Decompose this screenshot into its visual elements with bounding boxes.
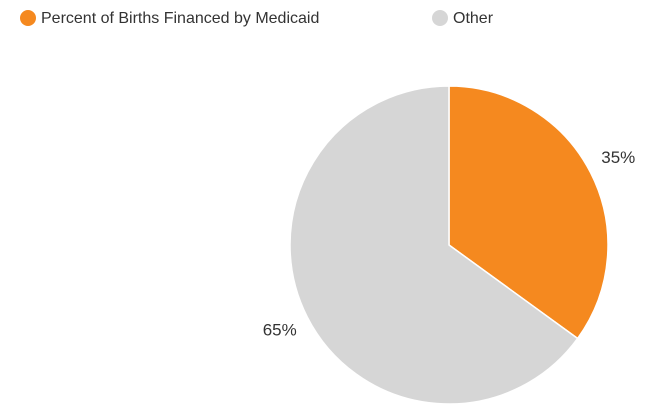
pie-slice bbox=[289, 85, 579, 405]
legend-marker bbox=[20, 10, 36, 26]
pie-slice bbox=[448, 85, 609, 340]
legend-marker bbox=[432, 10, 448, 26]
data-label: 35% bbox=[601, 148, 635, 167]
legend-label: Other bbox=[453, 10, 494, 27]
data-label: 65% bbox=[263, 321, 297, 340]
legend-label: Percent of Births Financed by Medicaid bbox=[41, 10, 319, 27]
